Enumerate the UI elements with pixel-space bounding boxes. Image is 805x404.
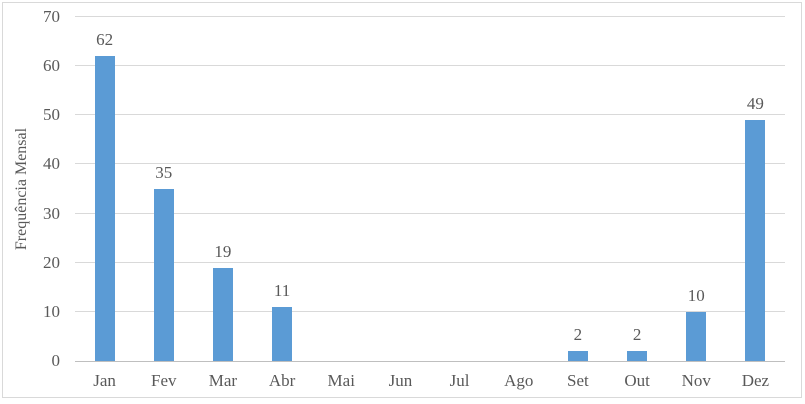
data-label-abr: 11 xyxy=(273,280,291,300)
x-tick-label-out: Out xyxy=(624,371,650,390)
x-tick-label-set: Set xyxy=(567,371,589,390)
x-tick-label-mai: Mai xyxy=(327,371,355,390)
gridline xyxy=(75,163,785,165)
plot-area xyxy=(75,16,785,362)
data-label-dez: 49 xyxy=(746,94,764,114)
bar-out xyxy=(627,351,648,361)
bar-jan xyxy=(94,56,115,361)
gridline xyxy=(75,261,785,263)
x-tick-label-jul: Jul xyxy=(449,371,470,390)
bar-nov xyxy=(686,311,707,361)
gridline xyxy=(75,16,785,17)
gridline xyxy=(75,114,785,116)
bar-mar xyxy=(212,267,233,361)
data-label-out: 2 xyxy=(632,325,642,345)
gridline xyxy=(75,65,785,67)
bar-fev xyxy=(153,189,174,361)
x-tick-label-ago: Ago xyxy=(504,371,534,390)
y-tick-label: 50 xyxy=(43,105,60,125)
data-label-mar: 19 xyxy=(214,241,232,261)
data-label-nov: 10 xyxy=(687,285,705,305)
data-label-set: 2 xyxy=(573,325,583,345)
data-label-fev: 35 xyxy=(155,163,173,182)
x-tick-label-abr: Abr xyxy=(268,371,296,390)
y-tick-label: 20 xyxy=(43,252,60,272)
x-tick-label-fev: Fev xyxy=(151,371,177,390)
bar-abr xyxy=(272,306,293,361)
x-tick-label-jun: Jun xyxy=(388,371,413,390)
bar-dez xyxy=(745,120,766,361)
y-tick-label: 0 xyxy=(51,351,61,370)
y-tick-label: 30 xyxy=(43,203,60,223)
y-tick-label: 70 xyxy=(43,7,60,26)
y-tick-label: 10 xyxy=(43,301,60,321)
x-tick-label-mar: Mar xyxy=(208,371,238,390)
gridline xyxy=(75,212,785,214)
x-tick-label-nov: Nov xyxy=(681,371,711,390)
gridline xyxy=(75,310,785,312)
y-tick-label: 40 xyxy=(43,154,60,174)
bar-set xyxy=(567,351,588,361)
y-tick-label: 60 xyxy=(43,56,60,76)
x-axis-line xyxy=(75,361,785,362)
data-label-jan: 62 xyxy=(96,30,114,50)
x-tick-label-jan: Jan xyxy=(93,371,116,390)
y-axis-title: Frequência Mensal xyxy=(13,127,30,251)
x-tick-label-dez: Dez xyxy=(741,371,770,390)
